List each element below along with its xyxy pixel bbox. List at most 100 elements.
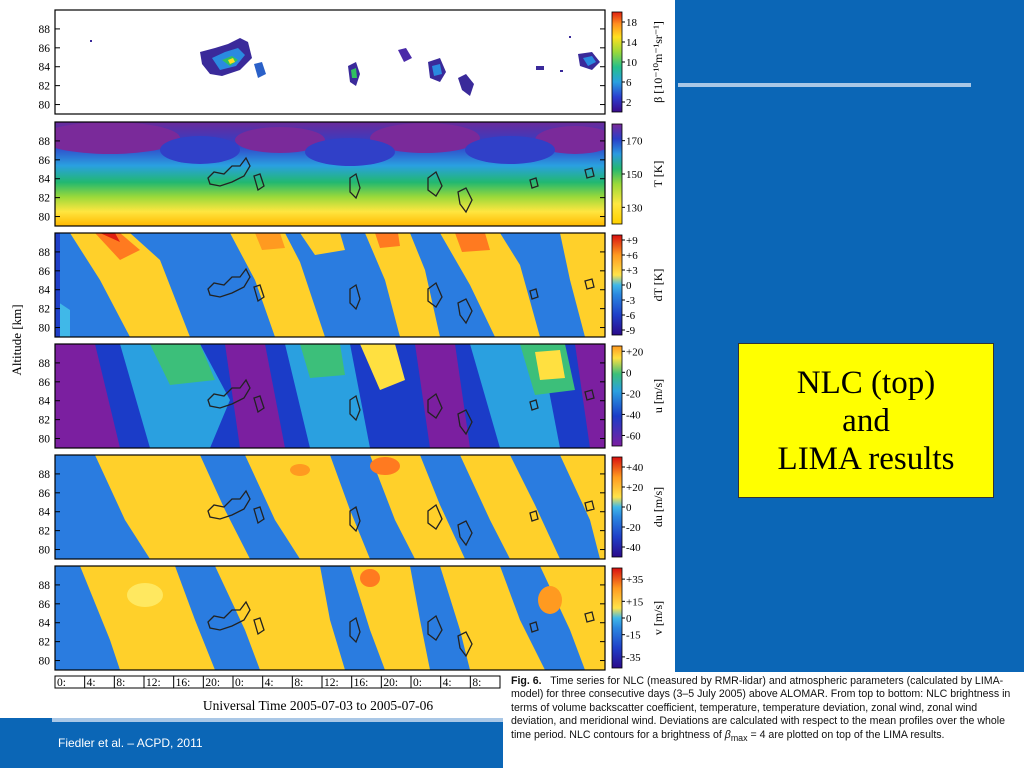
y-tick-label: 84 <box>39 507 51 519</box>
colorbar-tick-label: -20 <box>626 388 641 400</box>
nlc-contour <box>427 503 443 530</box>
colorbar-tick-label: +40 <box>626 462 644 474</box>
colorbar-zonal-wind <box>611 345 623 447</box>
x-tick-label: 8: <box>472 677 481 689</box>
colorbar-tick-label: 14 <box>626 37 638 49</box>
colorbar-meridional-wind <box>611 567 623 669</box>
figure-caption: Fig. 6. Time series for NLC (measured by… <box>503 672 1024 768</box>
nlc-contour <box>584 611 595 623</box>
du-negative-bands <box>55 455 600 559</box>
colorbar-label-temperature-deviation: dT [K] <box>651 269 665 302</box>
colorbar-zonal-wind-deviation <box>611 456 623 558</box>
y-tick-label: 84 <box>39 174 51 186</box>
colorbar-label-nlc: β [10⁻¹⁰m⁻¹sr⁻¹] <box>651 21 665 103</box>
y-tick-label: 84 <box>39 396 51 408</box>
nlc-contour <box>457 520 473 547</box>
nlc-contour <box>349 616 361 644</box>
caption-beta-sub: max <box>730 732 748 743</box>
nlc-contour <box>253 617 265 636</box>
v-wind-regions <box>55 566 585 670</box>
colorbar-tick-label: +35 <box>626 574 644 586</box>
callout-box: NLC (top) and LIMA results <box>738 343 994 498</box>
colorbar-tick-label: -15 <box>626 630 641 642</box>
nlc-contour <box>529 177 539 189</box>
nlc-contour-temperature-deviation <box>207 267 595 325</box>
panel-nlc <box>54 9 606 115</box>
nlc-contour <box>207 267 251 298</box>
nlc-contour <box>207 156 251 187</box>
colorbar-tick-label: 0 <box>626 280 632 292</box>
y-tick-label: 86 <box>39 377 51 389</box>
nlc-contour-zonal-wind <box>207 378 595 436</box>
y-tick-label: 84 <box>39 62 51 74</box>
y-tick-label: 84 <box>39 285 51 297</box>
colorbar-tick-label: +20 <box>626 346 644 358</box>
colorbars-layer: 18 14 10 6 2 β [10⁻¹⁰m⁻¹sr⁻¹] 170 150 130 T [K] +9… <box>611 11 665 669</box>
nlc-contour <box>253 506 265 525</box>
colorbar-temperature <box>611 123 623 225</box>
y-tick-label: 88 <box>39 136 51 148</box>
colorbar-tick-label: 0 <box>626 613 632 625</box>
callout-line-3: LIMA results <box>777 440 955 477</box>
nlc-contour <box>584 500 595 512</box>
caption-label: Fig. 6. <box>511 675 542 687</box>
nlc-contour <box>457 298 473 325</box>
x-tick-label: 20: <box>383 677 398 689</box>
colorbar-tick-label: 150 <box>626 169 643 181</box>
temperature-cold-lobes <box>55 122 605 166</box>
y-tick-label: 80 <box>39 323 51 335</box>
callout-line-1: NLC (top) <box>796 364 936 401</box>
y-tick-label: 88 <box>39 24 51 36</box>
y-tick-label: 82 <box>39 637 51 649</box>
nlc-contour <box>253 395 265 414</box>
x-tick-label: 4: <box>87 677 96 689</box>
nlc-contour <box>529 621 539 633</box>
x-tick-label: 0: <box>413 677 422 689</box>
colorbar-tick-label: -20 <box>626 522 641 534</box>
colorbar-tick-label: -35 <box>626 652 641 664</box>
colorbar-tick-label: 0 <box>626 367 632 379</box>
y-tick-label: 86 <box>39 155 51 167</box>
x-tick-label: 4: <box>443 677 452 689</box>
x-tick-label: 12: <box>146 677 161 689</box>
x-axis-label: Universal Time 2005-07-03 to 2005-07-06 <box>203 698 433 713</box>
colorbar-label-zonal-wind: u [m/s] <box>651 379 665 413</box>
caption-beta: β <box>724 728 731 741</box>
x-tick-label: 0: <box>235 677 244 689</box>
colorbar-tick-label: +9 <box>626 235 638 247</box>
footer-citation: Fiedler et al. – ACPD, 2011 <box>58 736 203 750</box>
nlc-contour <box>253 173 265 192</box>
colorbar-tick-label: 170 <box>626 136 643 148</box>
nlc-contour <box>584 278 595 290</box>
dt-warm-bands <box>55 233 605 337</box>
y-tick-label: 80 <box>39 100 51 112</box>
panel-zonal-wind <box>55 344 605 448</box>
nlc-contour <box>427 281 443 308</box>
x-tick-label: 16: <box>176 677 191 689</box>
nlc-contour-meridional-wind <box>207 600 595 658</box>
x-tick-label: 12: <box>324 677 339 689</box>
x-tick-label: 0: <box>57 677 66 689</box>
nlc-contour <box>529 510 539 522</box>
y-tick-label: 80 <box>39 545 51 557</box>
y-tick-label: 82 <box>39 304 51 316</box>
y-tick-label: 88 <box>39 580 51 592</box>
colorbar-temperature-deviation <box>611 234 623 336</box>
y-tick-label: 82 <box>39 193 51 205</box>
x-tick-label: 8: <box>116 677 125 689</box>
figure-panel: 88 86 84 82 80 88 86 84 82 80 88 86 84 82 80 88 86 84 82 80… <box>0 0 675 718</box>
colorbar-tick-label: -60 <box>626 430 641 442</box>
y-tick-label: 80 <box>39 212 51 224</box>
y-tick-label: 82 <box>39 526 51 538</box>
callout-line-2: and <box>842 402 890 439</box>
colorbar-tick-label: +6 <box>626 250 638 262</box>
colorbar-tick-label: +3 <box>626 265 638 277</box>
y-tick-label: 88 <box>39 469 51 481</box>
nlc-contour <box>584 167 595 179</box>
colorbar-tick-label: -40 <box>626 409 641 421</box>
y-tick-label: 86 <box>39 599 51 611</box>
panel-meridional-wind <box>55 566 605 670</box>
colorbar-tick-label: -6 <box>626 310 636 322</box>
nlc-contour <box>584 389 595 401</box>
nlc-contour <box>349 172 361 200</box>
